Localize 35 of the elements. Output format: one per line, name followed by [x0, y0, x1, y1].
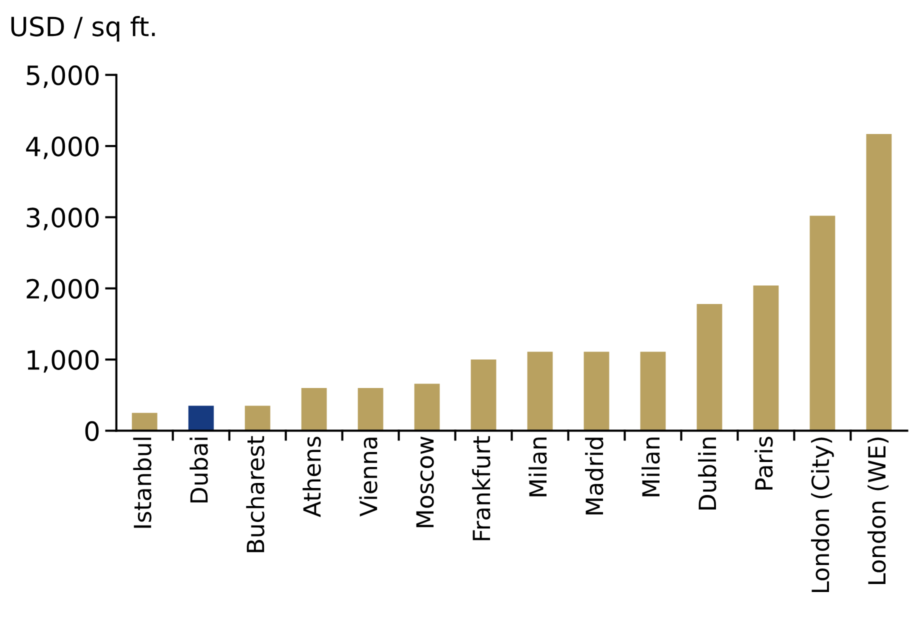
- x-tick-label: Dublin: [698, 438, 716, 510]
- x-tick-label: Athens: [302, 436, 321, 518]
- x-tick-label: Bucharest: [246, 436, 264, 552]
- x-tick-label: Milan: [642, 438, 660, 496]
- y-tick-label: 1,000: [28, 350, 99, 373]
- bar: [527, 352, 553, 431]
- y-tick-label: 2,000: [26, 278, 99, 302]
- bar: [640, 352, 666, 431]
- bar: [866, 134, 892, 431]
- y-tick-label: 5,000: [26, 65, 99, 88]
- x-tick-label: Vienna: [359, 438, 378, 516]
- bar: [188, 406, 214, 431]
- bar: [584, 352, 610, 431]
- x-tick-label: London (WE): [868, 438, 889, 584]
- bar: [470, 360, 496, 431]
- bar: [810, 216, 836, 431]
- bar: [244, 406, 270, 431]
- bar: [132, 412, 158, 431]
- x-tick-label: Milan: [528, 438, 547, 496]
- bar: [414, 384, 440, 431]
- bar: [696, 304, 722, 431]
- y-tick-label: 0: [85, 421, 99, 442]
- x-tick-label: London (City): [811, 438, 834, 592]
- bar: [301, 388, 327, 431]
- bar: [753, 286, 779, 431]
- x-tick-label: Moscow: [416, 436, 434, 528]
- x-tick-label: Paris: [754, 436, 773, 490]
- x-tick-label: Frankfurt: [472, 436, 490, 540]
- x-tick-label: Madrid: [585, 438, 604, 514]
- bar: [358, 388, 384, 431]
- x-tick-label: Dubai: [190, 438, 208, 502]
- y-axis-title: USD / sq ft.: [11, 16, 155, 42]
- y-tick-label: 4,000: [26, 136, 99, 160]
- y-tick-label: 3,000: [26, 208, 99, 230]
- x-tick-label: Istanbul: [133, 438, 152, 528]
